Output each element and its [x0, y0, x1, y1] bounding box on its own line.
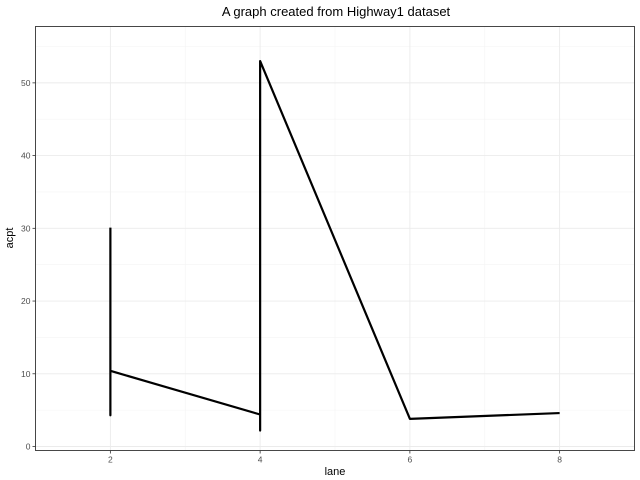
- y-tick-label: 40: [21, 151, 31, 161]
- x-tick-label: 6: [408, 455, 413, 465]
- y-tick-label: 10: [21, 369, 31, 379]
- x-tick-label: 8: [557, 455, 562, 465]
- x-axis-title: lane: [325, 466, 346, 478]
- plot-area: [109, 59, 560, 432]
- series-line: [109, 59, 560, 432]
- y-tick-label: 0: [26, 442, 31, 452]
- y-tick-label: 30: [21, 223, 31, 233]
- x-tick-label: 2: [108, 455, 113, 465]
- y-tick-label: 50: [21, 78, 31, 88]
- x-tick-label: 4: [258, 455, 263, 465]
- axes: 2 4 6 8 0 10 20 30 40 50: [21, 78, 562, 465]
- y-tick-label: 20: [21, 296, 31, 306]
- y-axis-title: acpt: [4, 228, 16, 249]
- chart-title: A graph created from Highway1 dataset: [222, 4, 451, 19]
- panel-border: [35, 26, 635, 451]
